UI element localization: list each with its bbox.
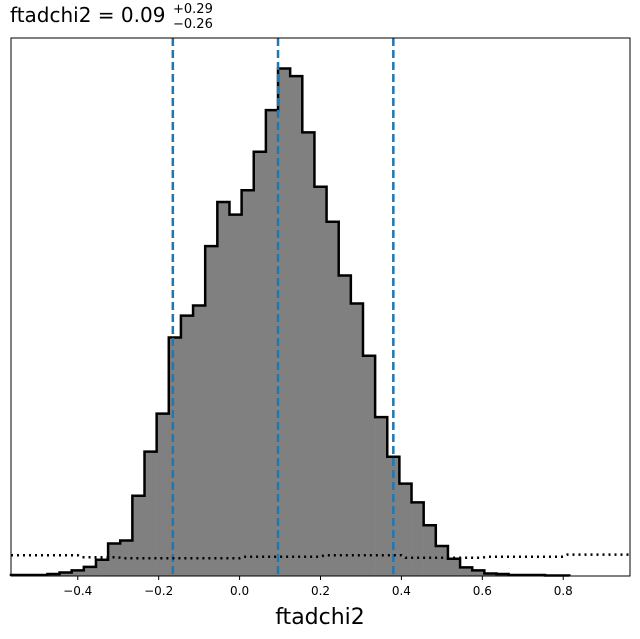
- histogram-bar: [447, 558, 461, 576]
- x-tick-label: 0.8: [554, 584, 573, 598]
- histogram-outline: [9, 67, 571, 577]
- x-axis: −0.4 −0.2 0.0 0.2 0.4 0.6 0.8: [63, 576, 573, 598]
- histogram-bar: [156, 413, 170, 576]
- histogram-bar: [326, 221, 340, 577]
- histogram-bar: [193, 305, 206, 576]
- histogram-bar: [302, 132, 315, 576]
- histogram-bar: [59, 572, 72, 576]
- histogram-bar: [241, 190, 255, 576]
- histogram-bar: [460, 567, 473, 576]
- histogram-bar: [375, 417, 388, 576]
- chart-title-superscript: +0.29: [173, 2, 213, 17]
- histogram-bar: [423, 525, 437, 576]
- histogram-bar: [180, 315, 194, 576]
- histogram-bar: [95, 559, 109, 576]
- histogram-bar: [205, 246, 218, 576]
- x-axis-label: ftadchi2: [275, 605, 365, 630]
- histogram-bar: [290, 76, 303, 576]
- x-tick-label: −0.4: [63, 584, 92, 598]
- histogram-bar: [120, 540, 133, 576]
- quantile-lines: [171, 38, 395, 576]
- prior-line: [11, 553, 630, 560]
- histogram-bar: [83, 566, 97, 576]
- histogram-bar: [484, 573, 497, 576]
- chart-title: ftadchi2 = 0.09 +0.29 −0.26: [10, 2, 213, 32]
- histogram-bar: [387, 456, 400, 576]
- histogram-bar: [71, 570, 85, 576]
- histogram-bar: [411, 502, 424, 576]
- histogram-bar: [278, 68, 291, 577]
- histogram-bar: [144, 451, 157, 576]
- x-tick-label: 0.4: [392, 584, 411, 598]
- x-tick-label: 0.2: [311, 584, 330, 598]
- histogram-bar: [217, 201, 230, 576]
- histogram-bar: [350, 303, 364, 576]
- prior-curve: [11, 553, 630, 560]
- chart-title-subscript: −0.26: [173, 17, 213, 32]
- histogram-bar: [108, 543, 121, 576]
- histogram-bar: [229, 214, 242, 577]
- histogram-bar: [168, 337, 182, 576]
- histogram-bars: [9, 67, 571, 577]
- histogram-bar: [132, 495, 145, 576]
- histogram-bar: [435, 546, 449, 576]
- histogram-bar: [472, 570, 485, 576]
- histogram-bar: [314, 186, 327, 577]
- chart-title-main: ftadchi2 = 0.09: [10, 3, 165, 27]
- histogram-bar: [338, 275, 352, 576]
- histogram-bar: [265, 110, 279, 576]
- histogram-bar: [253, 151, 267, 577]
- x-tick-label: 0.0: [230, 584, 249, 598]
- x-tick-label: −0.2: [144, 584, 173, 598]
- histogram-bar: [362, 355, 376, 576]
- histogram-bar: [399, 483, 412, 576]
- x-tick-label: 0.6: [473, 584, 492, 598]
